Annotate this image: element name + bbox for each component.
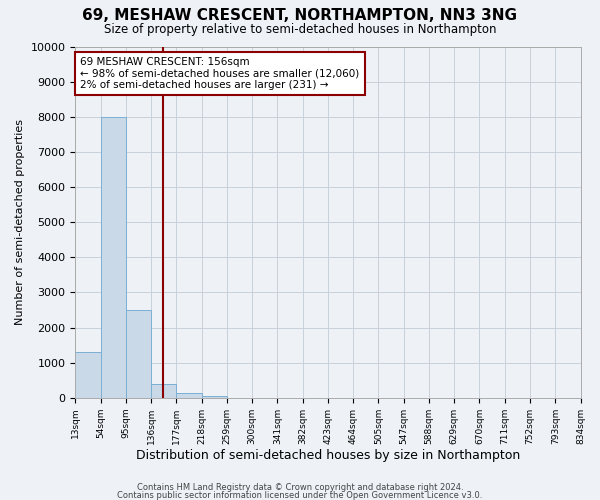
- Y-axis label: Number of semi-detached properties: Number of semi-detached properties: [15, 119, 25, 325]
- Text: 69, MESHAW CRESCENT, NORTHAMPTON, NN3 3NG: 69, MESHAW CRESCENT, NORTHAMPTON, NN3 3N…: [83, 8, 517, 22]
- Bar: [151, 384, 176, 398]
- Bar: [101, 117, 126, 398]
- X-axis label: Distribution of semi-detached houses by size in Northampton: Distribution of semi-detached houses by …: [136, 450, 520, 462]
- Text: 69 MESHAW CRESCENT: 156sqm
← 98% of semi-detached houses are smaller (12,060)
2%: 69 MESHAW CRESCENT: 156sqm ← 98% of semi…: [80, 57, 359, 90]
- Bar: [202, 396, 227, 398]
- Bar: [126, 310, 151, 398]
- Text: Size of property relative to semi-detached houses in Northampton: Size of property relative to semi-detach…: [104, 22, 496, 36]
- Bar: [75, 352, 101, 398]
- Text: Contains public sector information licensed under the Open Government Licence v3: Contains public sector information licen…: [118, 490, 482, 500]
- Text: Contains HM Land Registry data © Crown copyright and database right 2024.: Contains HM Land Registry data © Crown c…: [137, 484, 463, 492]
- Bar: [176, 392, 202, 398]
